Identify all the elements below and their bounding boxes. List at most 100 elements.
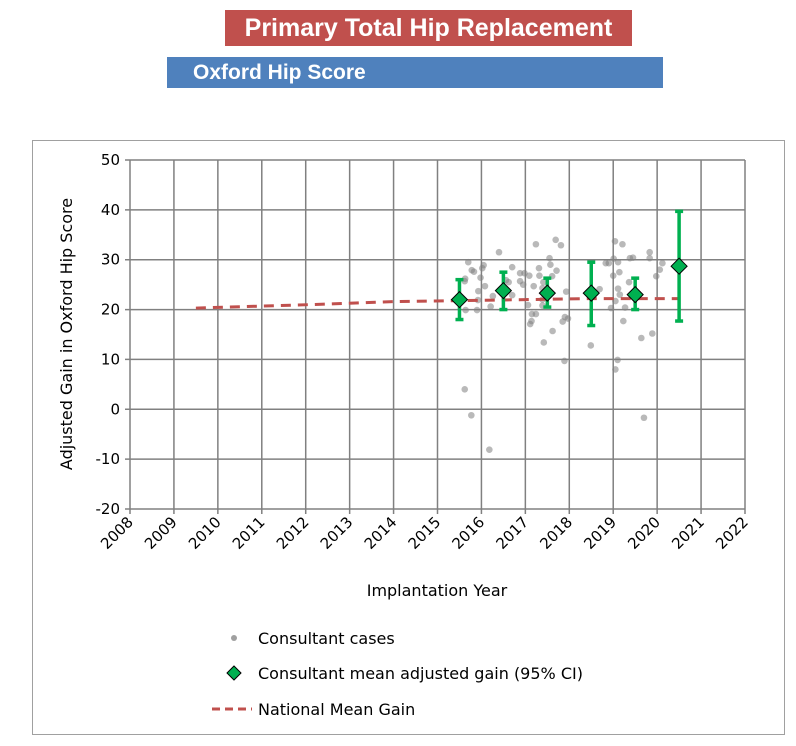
case-point <box>652 272 660 280</box>
case-point <box>605 259 613 267</box>
x-tick-label: 2017 <box>492 513 532 553</box>
legend-cases-label: Consultant cases <box>258 629 395 648</box>
case-point <box>473 306 481 314</box>
case-point <box>587 342 595 349</box>
case-point <box>629 254 637 262</box>
case-point <box>621 304 629 311</box>
case-point <box>464 258 472 266</box>
case-point <box>486 446 493 453</box>
x-tick-label: 2008 <box>97 513 137 553</box>
case-point <box>462 306 469 314</box>
case-point <box>508 263 516 271</box>
case-point <box>547 261 554 269</box>
y-tick-label: -10 <box>96 450 121 468</box>
case-point <box>649 330 656 337</box>
mean-diamond <box>494 281 513 300</box>
case-point <box>495 248 503 256</box>
case-point <box>519 281 527 288</box>
case-point <box>477 274 484 281</box>
case-point <box>614 258 622 266</box>
case-point <box>530 282 538 290</box>
case-point <box>557 241 565 249</box>
x-tick-label: 2013 <box>317 513 357 553</box>
y-tick-label: 10 <box>101 350 120 368</box>
case-point <box>524 301 532 309</box>
case-point <box>612 366 619 373</box>
case-point <box>562 288 570 295</box>
case-point <box>540 278 547 286</box>
x-tick-label: 2009 <box>141 513 181 553</box>
case-point <box>619 240 626 248</box>
case-point <box>549 327 556 335</box>
case-point <box>475 287 482 295</box>
case-point <box>659 259 666 267</box>
case-point <box>614 356 621 364</box>
x-tick-label: 2022 <box>712 513 752 553</box>
case-point <box>564 315 572 322</box>
y-tick-label: -20 <box>96 500 121 518</box>
x-tick-label: 2012 <box>273 513 313 553</box>
x-tick-label: 2011 <box>229 513 269 553</box>
chart-title: Primary Total Hip Replacement <box>225 10 632 46</box>
x-tick-label: 2016 <box>449 513 489 553</box>
case-point <box>609 272 617 279</box>
case-point <box>528 317 535 325</box>
legend-mean-label: Consultant mean adjusted gain (95% CI) <box>258 664 583 683</box>
y-tick-label: 40 <box>101 201 120 219</box>
case-point <box>616 268 623 276</box>
case-point <box>532 310 540 318</box>
mean-diamond <box>670 257 688 275</box>
mean-diamond <box>582 284 600 302</box>
chart-subtitle: Oxford Hip Score <box>167 57 663 88</box>
mean-diamond <box>450 290 469 309</box>
case-point <box>610 255 617 263</box>
case-point <box>552 236 559 244</box>
x-axis-label: Implantation Year <box>367 581 508 600</box>
case-point <box>561 357 568 365</box>
case-point <box>559 318 566 325</box>
case-point <box>468 411 475 419</box>
mean-diamond <box>538 284 557 302</box>
case-point <box>596 285 603 293</box>
case-point <box>489 292 497 300</box>
y-tick-label: 50 <box>101 151 120 169</box>
legend: Consultant cases Consultant mean adjuste… <box>212 629 583 719</box>
case-point <box>638 334 645 342</box>
case-point <box>526 272 533 279</box>
case-point <box>640 414 648 422</box>
case-point <box>481 282 489 290</box>
case-point <box>620 317 627 325</box>
legend-cases-marker <box>231 635 237 641</box>
mean-diamond <box>626 285 644 304</box>
x-tick-label: 2021 <box>668 513 708 553</box>
case-point <box>535 264 543 272</box>
case-point <box>646 254 653 262</box>
x-tick-label: 2019 <box>580 513 620 553</box>
y-axis-label: Adjusted Gain in Oxford Hip Score <box>57 198 76 470</box>
legend-mean-marker <box>226 665 242 681</box>
case-point <box>625 278 633 286</box>
y-tick-label: 20 <box>101 301 120 319</box>
x-tick-label: 2010 <box>185 513 225 553</box>
case-point <box>508 291 516 299</box>
national-mean-line <box>195 297 680 310</box>
case-point <box>614 285 622 292</box>
case-point <box>616 291 624 298</box>
x-tick-label: 2014 <box>361 513 401 553</box>
case-point <box>487 303 494 310</box>
case-point <box>461 386 469 393</box>
case-point <box>470 268 478 275</box>
case-point <box>532 240 540 248</box>
y-tick-label: 30 <box>101 251 120 269</box>
x-tick-label: 2018 <box>536 513 576 553</box>
chart-frame <box>32 140 785 735</box>
case-point <box>546 254 553 262</box>
case-point <box>656 266 664 273</box>
x-tick-label: 2020 <box>624 513 664 553</box>
case-point <box>540 339 548 346</box>
legend-national-label: National Mean Gain <box>258 700 415 719</box>
case-point <box>553 267 560 274</box>
case-point <box>480 261 487 269</box>
case-point <box>607 304 615 312</box>
